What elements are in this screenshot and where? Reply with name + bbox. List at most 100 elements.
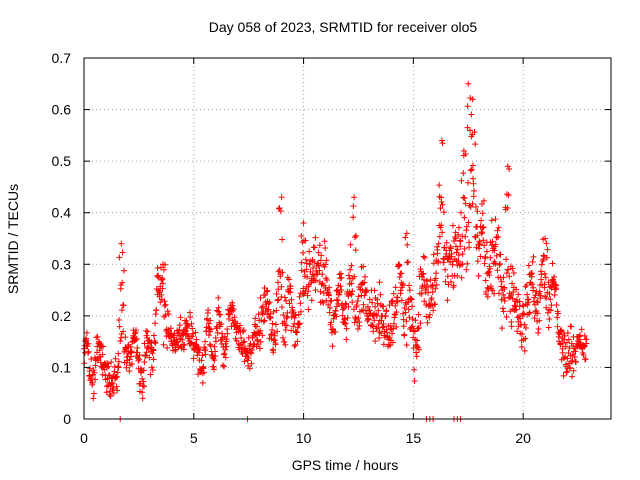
data-point (236, 324, 243, 331)
data-point (515, 291, 522, 298)
data-point (483, 248, 490, 255)
data-point (343, 325, 350, 332)
data-point (355, 293, 362, 300)
data-point (477, 253, 484, 260)
data-point (282, 297, 289, 304)
data-point (302, 237, 309, 244)
data-point (329, 343, 336, 350)
data-point (294, 324, 301, 331)
data-point (200, 363, 207, 370)
data-point (406, 314, 413, 321)
data-point (440, 209, 447, 216)
data-point (386, 334, 393, 341)
data-point (278, 194, 285, 201)
data-point (275, 286, 282, 293)
data-point (460, 194, 467, 201)
data-point (122, 344, 129, 351)
data-point (505, 266, 512, 273)
data-point (547, 296, 554, 303)
data-point (159, 285, 166, 292)
data-point (456, 262, 463, 269)
data-point (557, 327, 564, 334)
data-point (458, 274, 465, 281)
data-point (298, 259, 305, 266)
data-point (492, 241, 499, 248)
data-point (403, 230, 410, 237)
data-point (396, 274, 403, 281)
data-point (437, 205, 444, 212)
data-point (476, 240, 483, 247)
data-point (112, 355, 119, 362)
data-point (375, 325, 382, 332)
data-point (383, 308, 390, 315)
data-point (385, 341, 392, 348)
data-point (152, 340, 159, 347)
data-point (566, 345, 573, 352)
data-point (565, 336, 572, 343)
data-point (157, 299, 164, 306)
data-point (227, 311, 234, 318)
data-point (400, 310, 407, 317)
data-point (489, 238, 496, 245)
data-point (360, 263, 367, 270)
data-point (527, 279, 534, 286)
data-point (269, 320, 276, 327)
data-point (341, 315, 348, 322)
data-point (523, 324, 530, 331)
chart-title: Day 058 of 2023, SRMTID for receiver olo… (209, 19, 478, 35)
data-point (283, 322, 290, 329)
data-point (390, 320, 397, 327)
data-point (546, 290, 553, 297)
data-point (261, 317, 268, 324)
data-point (468, 111, 475, 118)
data-point (230, 305, 237, 312)
data-point (528, 270, 535, 277)
data-point (282, 341, 289, 348)
data-point (505, 192, 512, 199)
data-point (439, 140, 446, 147)
y-tick-label: 0.2 (52, 308, 72, 324)
data-point (274, 328, 281, 335)
data-point (495, 224, 502, 231)
data-point (90, 390, 97, 397)
data-point (214, 329, 221, 336)
data-point (164, 308, 171, 315)
data-point (458, 177, 465, 184)
data-point (419, 271, 426, 278)
data-point (516, 298, 523, 305)
data-point (409, 323, 416, 330)
data-point (534, 298, 541, 305)
y-tick-label: 0.3 (52, 256, 72, 272)
data-point (210, 366, 217, 373)
data-point (498, 278, 505, 285)
data-point (350, 203, 357, 210)
data-point (119, 279, 126, 286)
data-point (500, 274, 507, 281)
data-point (509, 265, 516, 272)
data-point (117, 338, 124, 345)
data-point (279, 334, 286, 341)
data-point (503, 256, 510, 263)
data-point (410, 345, 417, 352)
data-point (545, 324, 552, 331)
data-point (218, 320, 225, 327)
data-point (519, 331, 526, 338)
data-point (393, 309, 400, 316)
data-point (417, 320, 424, 327)
data-point (525, 262, 532, 269)
data-point (442, 278, 449, 285)
data-point (345, 303, 352, 310)
data-point (496, 261, 503, 268)
data-point (99, 343, 106, 350)
data-point (397, 270, 404, 277)
data-point (514, 299, 521, 306)
data-point (264, 287, 271, 294)
data-point (376, 334, 383, 341)
data-point (423, 313, 430, 320)
data-point (119, 249, 126, 256)
data-point (470, 180, 477, 187)
data-point (256, 345, 263, 352)
data-point (89, 379, 96, 386)
data-point (460, 147, 467, 154)
data-point (458, 209, 464, 216)
